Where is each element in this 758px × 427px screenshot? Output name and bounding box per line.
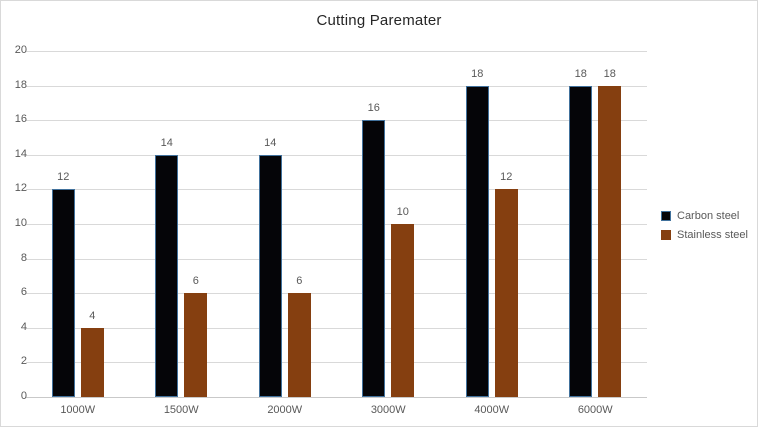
- legend-label: Carbon steel: [677, 209, 740, 222]
- legend-label: Stainless steel: [677, 228, 748, 241]
- x-axis-label: 1000W: [60, 404, 96, 416]
- bar-carbon-steel-4000w: [465, 85, 489, 397]
- data-label: 18: [603, 67, 616, 80]
- chart-title: Cutting Paremater: [316, 12, 442, 29]
- y-tick-label: 0: [20, 390, 27, 402]
- legend-swatch: [661, 229, 671, 240]
- y-gridline: [26, 85, 647, 87]
- legend-item-carbon-steel: Carbon steel: [661, 206, 748, 225]
- data-label: 4: [89, 309, 96, 322]
- y-tick-label: 4: [20, 320, 27, 333]
- y-tick-label: 18: [14, 78, 27, 91]
- y-gridline: [26, 51, 647, 52]
- legend: Carbon steel Stainless steel: [661, 206, 748, 244]
- bar-stainless-steel-2000w: [287, 293, 311, 397]
- bar-carbon-steel-2000w: [258, 154, 282, 397]
- data-label: 10: [396, 206, 409, 218]
- y-gridline: [26, 120, 647, 122]
- legend-swatch: [661, 210, 671, 221]
- y-tick-label: 2: [20, 355, 27, 368]
- data-label: 16: [367, 102, 380, 115]
- y-gridline: [26, 224, 647, 225]
- bar-carbon-steel-3000w: [362, 120, 386, 397]
- y-tick-label: 14: [14, 147, 27, 160]
- data-label: 14: [264, 136, 277, 149]
- y-gridline: [26, 258, 647, 260]
- bar-stainless-steel-3000w: [391, 224, 415, 397]
- x-axis-label: 1500W: [163, 404, 199, 416]
- bar-carbon-steel-6000w: [569, 85, 593, 397]
- y-tick-label: 8: [20, 251, 27, 264]
- x-axis-line: [26, 397, 647, 398]
- y-gridline: [26, 154, 647, 156]
- y-tick-label: 20: [14, 44, 27, 56]
- y-tick-label: 16: [14, 113, 27, 126]
- x-axis-label: 6000W: [577, 404, 613, 416]
- data-label: 6: [192, 275, 199, 288]
- bar-stainless-steel-4000w: [494, 189, 518, 397]
- y-tick-label: 6: [20, 286, 27, 299]
- bar-carbon-steel-1000w: [51, 189, 75, 397]
- y-gridline: [26, 327, 647, 329]
- y-tick-label: 12: [14, 182, 27, 195]
- bar-stainless-steel-1500w: [184, 293, 208, 397]
- y-gridline: [26, 362, 647, 364]
- bar-stainless-steel-1000w: [80, 327, 104, 397]
- data-label: 12: [57, 171, 70, 184]
- data-label: 18: [471, 67, 484, 80]
- bar-stainless-steel-6000w: [598, 85, 622, 397]
- data-label: 12: [500, 171, 513, 184]
- x-axis-label: 2000W: [267, 404, 303, 416]
- x-axis-label: 3000W: [370, 404, 406, 416]
- data-label: 6: [296, 275, 303, 288]
- y-gridline: [26, 189, 647, 191]
- x-axis-label: 4000W: [474, 404, 510, 416]
- bar-carbon-steel-1500w: [155, 154, 179, 397]
- legend-item-stainless-steel: Stainless steel: [661, 225, 748, 244]
- y-gridline: [26, 293, 647, 295]
- y-tick-label: 10: [14, 217, 27, 229]
- data-label: 18: [574, 67, 587, 80]
- data-label: 14: [160, 136, 173, 149]
